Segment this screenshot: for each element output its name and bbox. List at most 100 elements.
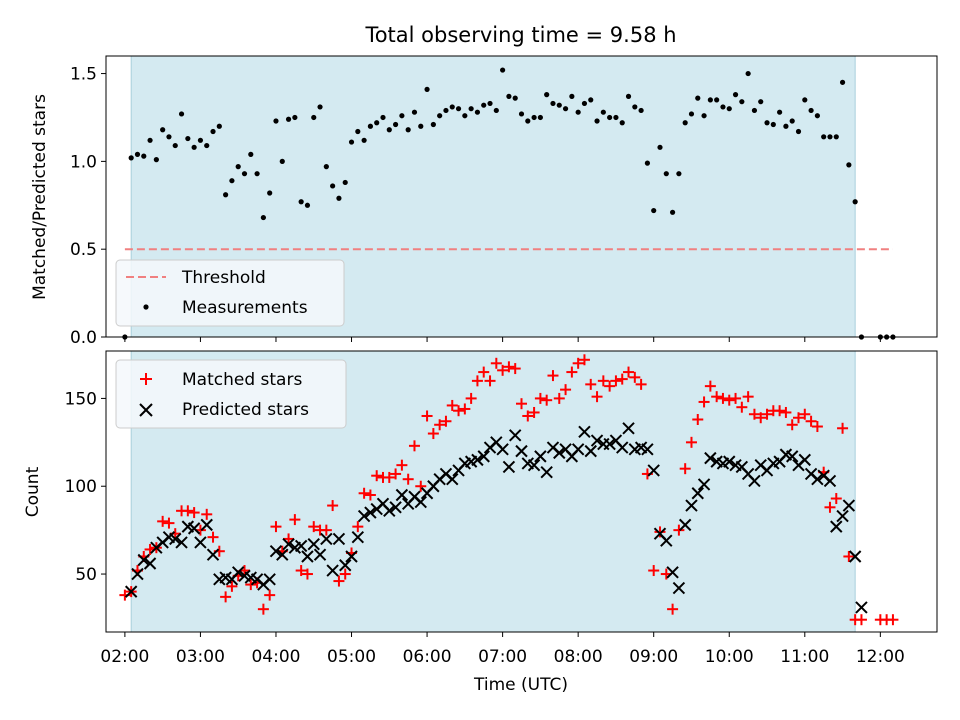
predicted-star-point	[748, 474, 761, 488]
measurement-point	[695, 95, 701, 101]
matched-star-point	[465, 392, 477, 404]
matched-star-point	[761, 408, 773, 420]
matched-star-point	[264, 589, 276, 601]
x-tick-label: 08:00	[554, 647, 603, 667]
top-y-tick-label: 0.5	[70, 240, 97, 260]
matched-star-point	[163, 517, 175, 529]
predicted-star-point	[137, 553, 150, 567]
predicted-star-point	[848, 550, 862, 563]
predicted-star-point	[320, 532, 333, 546]
measurement-point	[185, 135, 191, 142]
matched-star-point	[799, 408, 811, 420]
matched-star-point	[364, 489, 376, 501]
matched-star-point	[673, 524, 685, 536]
measurement-point	[726, 106, 732, 112]
predicted-star-point	[502, 460, 516, 474]
predicted-star-point	[383, 504, 396, 518]
matched-star-point	[830, 493, 842, 505]
measurement-point	[506, 93, 512, 99]
predicted-star-point	[471, 453, 484, 467]
matched-star-point	[503, 361, 515, 373]
measurement-point	[852, 199, 858, 205]
x-tick-label: 12:00	[856, 647, 905, 667]
measurement-point	[607, 114, 613, 121]
matched-star-point	[446, 399, 458, 411]
predicted-star-point	[641, 443, 654, 456]
matched-star-point	[257, 603, 269, 615]
measurement-point	[550, 100, 556, 107]
measurement-point	[795, 128, 802, 135]
predicted-star-point	[351, 530, 365, 544]
matched-star-point	[295, 565, 307, 577]
matched-star-point	[497, 364, 509, 376]
measurement-point	[437, 113, 443, 119]
x-tick-label: 05:00	[327, 647, 376, 667]
x-tick-label: 04:00	[251, 647, 300, 667]
measurement-point	[588, 97, 594, 103]
measurement-point	[241, 171, 248, 177]
measurement-point	[223, 192, 229, 198]
measurement-point	[254, 171, 260, 177]
measurement-point	[777, 109, 783, 115]
matched-star-point	[352, 521, 364, 533]
matched-star-point	[578, 354, 590, 366]
measurement-point	[651, 207, 657, 214]
measurement-point	[342, 179, 348, 186]
matched-star-point	[774, 405, 786, 417]
measurement-point	[348, 139, 355, 145]
matched-star-point	[824, 501, 836, 513]
x-tick-label: 03:00	[176, 647, 225, 667]
measurement-point	[525, 118, 531, 124]
top-y-tick-label: 1.5	[70, 65, 97, 85]
measurement-point	[594, 118, 600, 124]
predicted-star-point	[697, 478, 711, 491]
top-panel: 0.0 0.5 1.0 1.5 Total observing time = 9.58…	[30, 23, 938, 348]
matched-star-point	[471, 375, 483, 387]
predicted-star-point	[143, 557, 157, 570]
matched-star-point	[402, 473, 414, 485]
measurement-point	[707, 97, 713, 103]
predicted-star-point	[830, 520, 843, 533]
measurement-point	[481, 102, 487, 108]
measurement-point	[808, 107, 814, 114]
matched-star-point	[793, 412, 804, 424]
bottom-panel: 50 100 150 02:00 03:00 04:00 05:00 06:00 07:00 08…	[23, 350, 938, 695]
x-tick-label: 07:00	[478, 647, 527, 667]
x-axis-label: Time (UTC)	[473, 675, 568, 695]
measurement-point	[279, 158, 285, 164]
measurement-point	[512, 95, 518, 101]
x-tick-label: 09:00	[629, 647, 678, 667]
predicted-stars-legend-label: Predicted stars	[182, 400, 309, 420]
measurement-point	[330, 183, 336, 189]
measurement-point	[178, 111, 185, 117]
measurement-point	[172, 142, 178, 149]
measurement-point	[537, 114, 543, 121]
matched-star-point	[484, 375, 496, 387]
predicted-star-point	[124, 585, 138, 598]
measurement-point	[544, 92, 550, 98]
matched-star-point	[509, 363, 521, 375]
matched-star-point	[289, 514, 301, 526]
matched-star-point	[478, 366, 490, 378]
measurement-point	[613, 114, 619, 121]
matched-star-point	[226, 580, 238, 592]
matched-star-point	[188, 507, 200, 519]
matched-star-point	[560, 384, 572, 396]
matched-star-point	[320, 524, 332, 536]
matched-star-point	[755, 412, 767, 424]
matched-star-point	[730, 392, 742, 404]
measurement-point	[569, 93, 575, 99]
matched-star-point	[453, 405, 465, 417]
measurement-point	[443, 107, 449, 114]
measurement-point	[562, 106, 569, 112]
predicted-star-point	[666, 566, 679, 579]
measurement-point	[600, 109, 606, 115]
measurement-point	[814, 113, 820, 119]
matched-star-point	[667, 603, 679, 615]
predicted-star-point	[578, 425, 591, 438]
predicted-star-point	[294, 539, 308, 553]
bottom-y-tick-label: 150	[65, 389, 97, 409]
x-tick-label: 02:00	[100, 647, 149, 667]
measurement-point	[267, 190, 273, 196]
